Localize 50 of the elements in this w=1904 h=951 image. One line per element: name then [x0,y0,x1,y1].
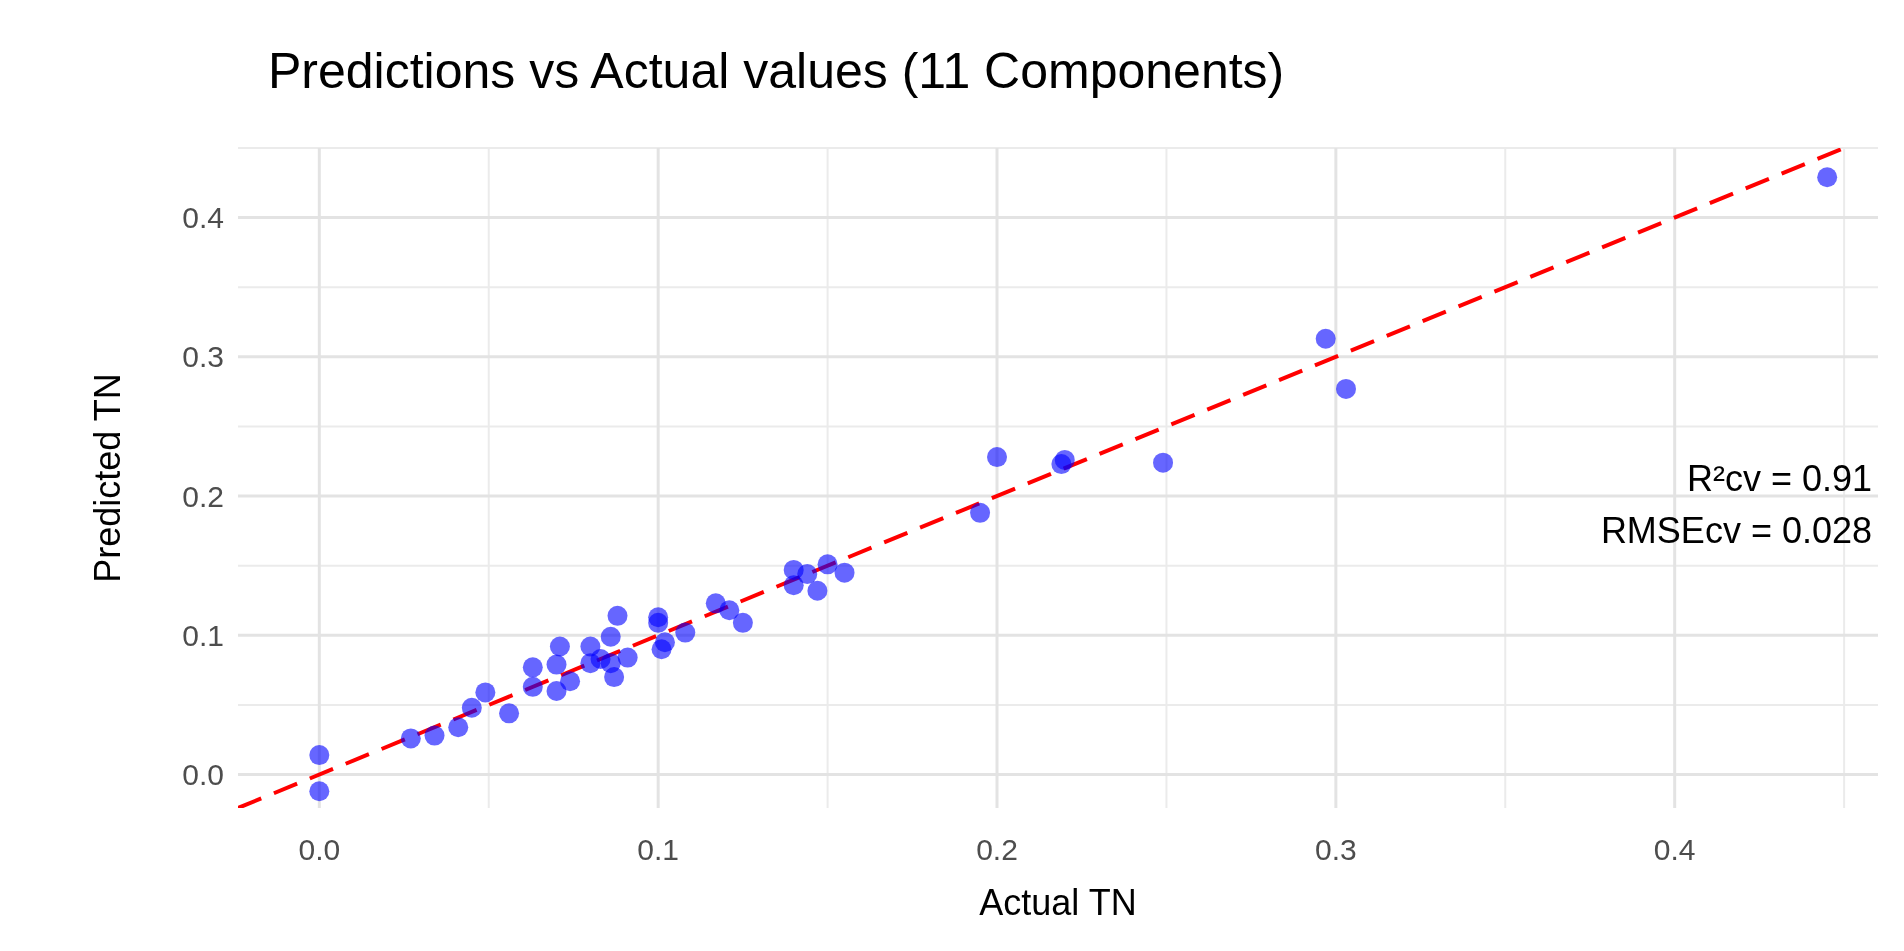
point [732,612,753,633]
y-tick-label: 0.2 [182,479,224,513]
point [617,647,638,668]
x-tick-label: 0.0 [298,833,341,866]
point [783,575,804,596]
point [522,676,543,697]
point [475,682,496,703]
y-tick-label: 0.3 [182,340,224,374]
point [1051,454,1072,475]
point [970,502,991,523]
point [560,671,581,692]
point [834,562,855,583]
point [546,654,567,675]
point [654,632,675,653]
y-tick-label: 0.4 [182,201,224,235]
point [648,612,669,633]
point [1315,328,1336,349]
chart-title: Predictions vs Actual values (11 Components) [268,43,1285,99]
point [499,703,520,724]
point [522,657,543,678]
x-tick-label: 0.1 [637,833,680,866]
point [1153,452,1174,473]
x-tick-label: 0.2 [976,833,1018,866]
y-tick-label: 0.0 [182,758,224,792]
point [424,725,445,746]
point [448,717,469,738]
point [309,745,330,766]
x-tick-label: 0.4 [1653,833,1696,866]
point [719,600,740,621]
point [675,622,696,643]
x-axis-title: Actual TN [979,882,1137,923]
x-tick-label: 0.3 [1314,833,1357,866]
point [461,697,482,718]
point [807,580,828,601]
annotation: R²cv = 0.91 [1686,458,1872,500]
point [600,653,621,674]
point [797,564,818,585]
point [309,781,330,802]
annotation: RMSEcv = 0.028 [1600,510,1872,552]
point [607,605,628,626]
point [600,626,621,647]
y-axis-title: Predicted TN [87,373,128,583]
point [1336,378,1357,399]
point [1817,167,1838,188]
point [549,636,570,657]
point [546,681,567,702]
point [987,447,1008,468]
point [400,728,421,749]
point [817,554,838,575]
y-tick-label: 0.1 [182,618,224,652]
